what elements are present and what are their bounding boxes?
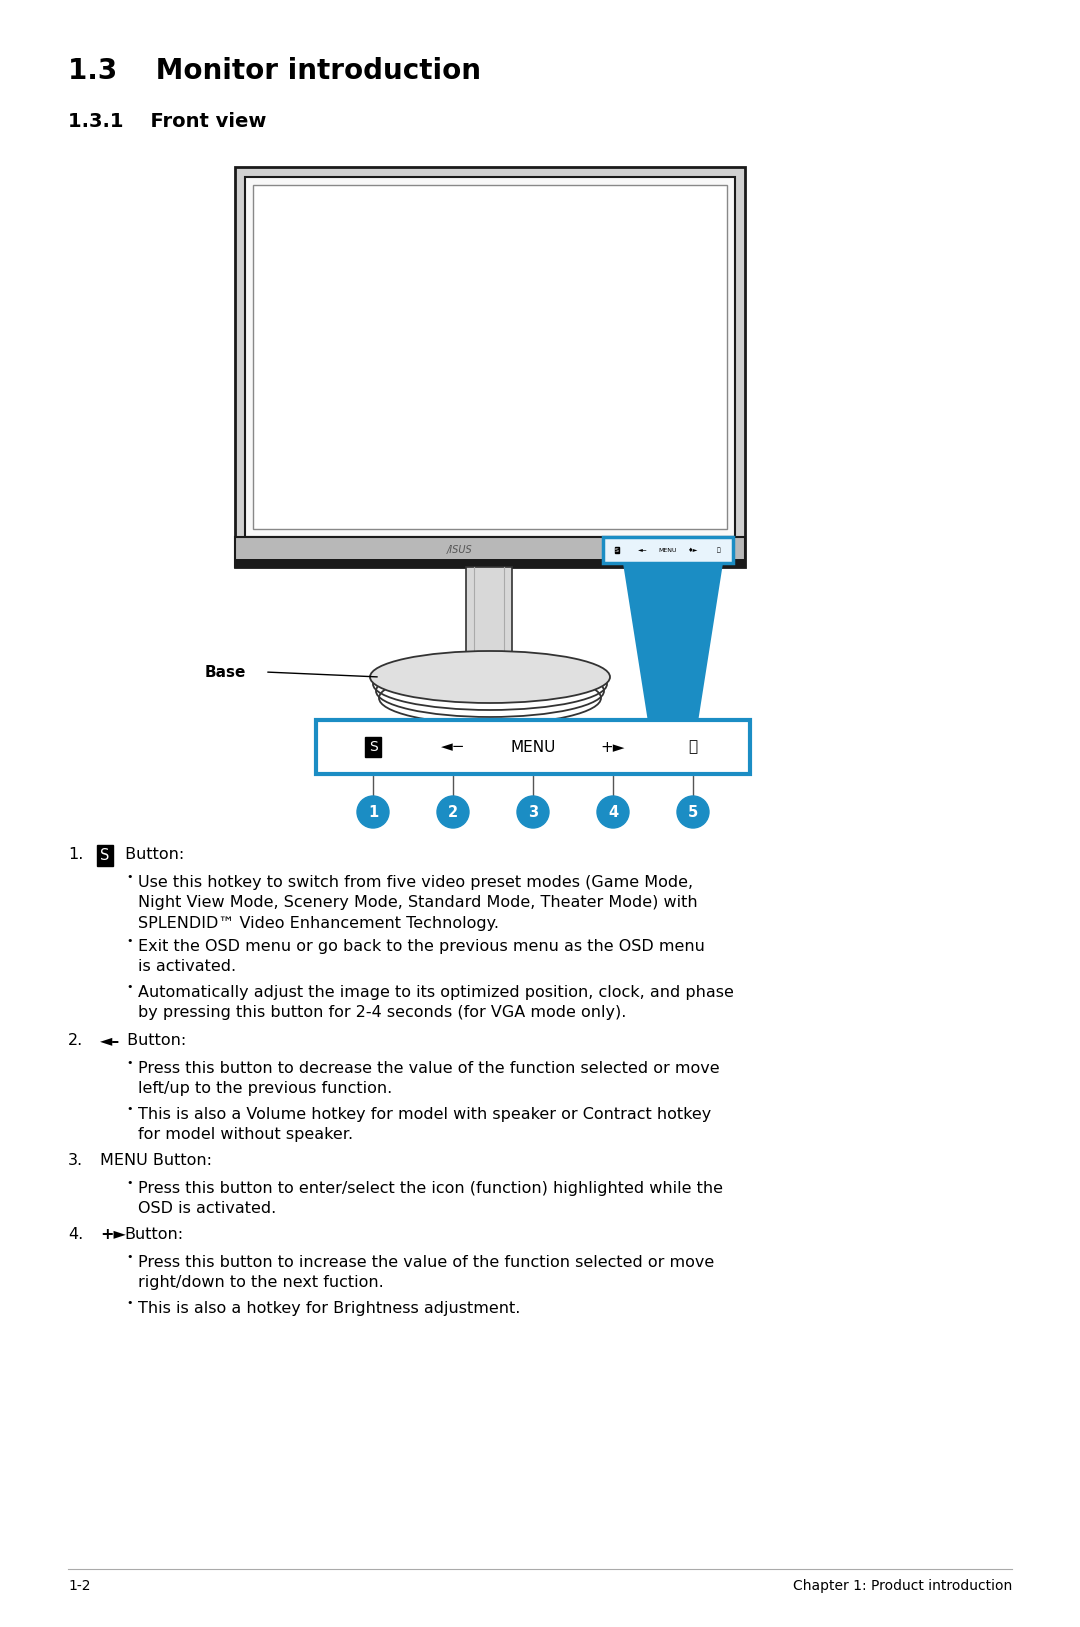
Text: •: • <box>126 983 133 992</box>
Text: Press this button to enter/select the icon (function) highlighted while the
OSD : Press this button to enter/select the ic… <box>138 1181 723 1217</box>
Text: •: • <box>126 1178 133 1188</box>
Text: •: • <box>126 1105 133 1114</box>
Text: Chapter 1: Product introduction: Chapter 1: Product introduction <box>793 1578 1012 1593</box>
Text: •: • <box>126 936 133 945</box>
Circle shape <box>677 796 708 828</box>
Text: •: • <box>126 1298 133 1308</box>
Bar <box>253 185 727 529</box>
Text: MENU: MENU <box>659 548 677 553</box>
Text: 4: 4 <box>608 804 618 820</box>
Text: Use this hotkey to switch from five video preset modes (Game Mode,
Night View Mo: Use this hotkey to switch from five vide… <box>138 875 698 931</box>
Text: 4.: 4. <box>68 1227 83 1241</box>
Text: Automatically adjust the image to its optimized position, clock, and phase
by pr: Automatically adjust the image to its op… <box>138 984 734 1020</box>
Text: ⏻: ⏻ <box>717 547 720 553</box>
Ellipse shape <box>370 651 610 703</box>
Text: ◄−: ◄− <box>637 548 648 553</box>
Text: •: • <box>126 1058 133 1067</box>
Text: This is also a Volume hotkey for model with speaker or Contract hotkey
for model: This is also a Volume hotkey for model w… <box>138 1106 712 1142</box>
Text: 2.: 2. <box>68 1033 83 1048</box>
Text: 1.3.1    Front view: 1.3.1 Front view <box>68 112 267 132</box>
Text: 3.: 3. <box>68 1154 83 1168</box>
Circle shape <box>437 796 469 828</box>
Text: Exit the OSD menu or go back to the previous menu as the OSD menu
is activated.: Exit the OSD menu or go back to the prev… <box>138 939 705 975</box>
Circle shape <box>357 796 389 828</box>
Text: MENU Button:: MENU Button: <box>100 1154 212 1168</box>
Text: ⏻: ⏻ <box>688 740 698 755</box>
Text: Button:: Button: <box>122 1033 186 1048</box>
Text: ◄–: ◄– <box>100 1033 120 1048</box>
Text: •: • <box>126 872 133 882</box>
Text: ◄−: ◄− <box>441 740 465 755</box>
Bar <box>235 537 745 566</box>
FancyBboxPatch shape <box>316 721 750 774</box>
Text: 3: 3 <box>528 804 538 820</box>
Text: 1: 1 <box>368 804 378 820</box>
Text: Button:: Button: <box>120 848 185 862</box>
Text: 5: 5 <box>688 804 698 820</box>
Text: 1-2: 1-2 <box>68 1578 91 1593</box>
Text: Press this button to increase the value of the function selected or move
right/d: Press this button to increase the value … <box>138 1254 714 1290</box>
Circle shape <box>517 796 549 828</box>
Text: 1.: 1. <box>68 848 83 862</box>
Text: S: S <box>368 740 377 753</box>
Bar <box>235 168 745 566</box>
Polygon shape <box>623 563 723 722</box>
Text: /ISUS: /ISUS <box>447 545 473 555</box>
Circle shape <box>597 796 629 828</box>
Bar <box>245 177 735 537</box>
Text: Press this button to decrease the value of the function selected or move
left/up: Press this button to decrease the value … <box>138 1061 719 1097</box>
Text: Button:: Button: <box>124 1227 184 1241</box>
Bar <box>603 537 733 563</box>
Bar <box>465 566 512 657</box>
Text: +►: +► <box>600 740 625 755</box>
Text: Base: Base <box>205 664 246 680</box>
Text: S: S <box>616 548 619 553</box>
Text: ♦►: ♦► <box>688 548 699 553</box>
Text: MENU: MENU <box>511 740 556 755</box>
Bar <box>235 560 745 566</box>
Text: This is also a hotkey for Brightness adjustment.: This is also a hotkey for Brightness adj… <box>138 1302 521 1316</box>
Text: 1.3    Monitor introduction: 1.3 Monitor introduction <box>68 57 481 85</box>
Text: S: S <box>100 848 109 862</box>
Text: 2: 2 <box>448 804 458 820</box>
Text: +►: +► <box>100 1227 125 1241</box>
Text: •: • <box>126 1253 133 1263</box>
